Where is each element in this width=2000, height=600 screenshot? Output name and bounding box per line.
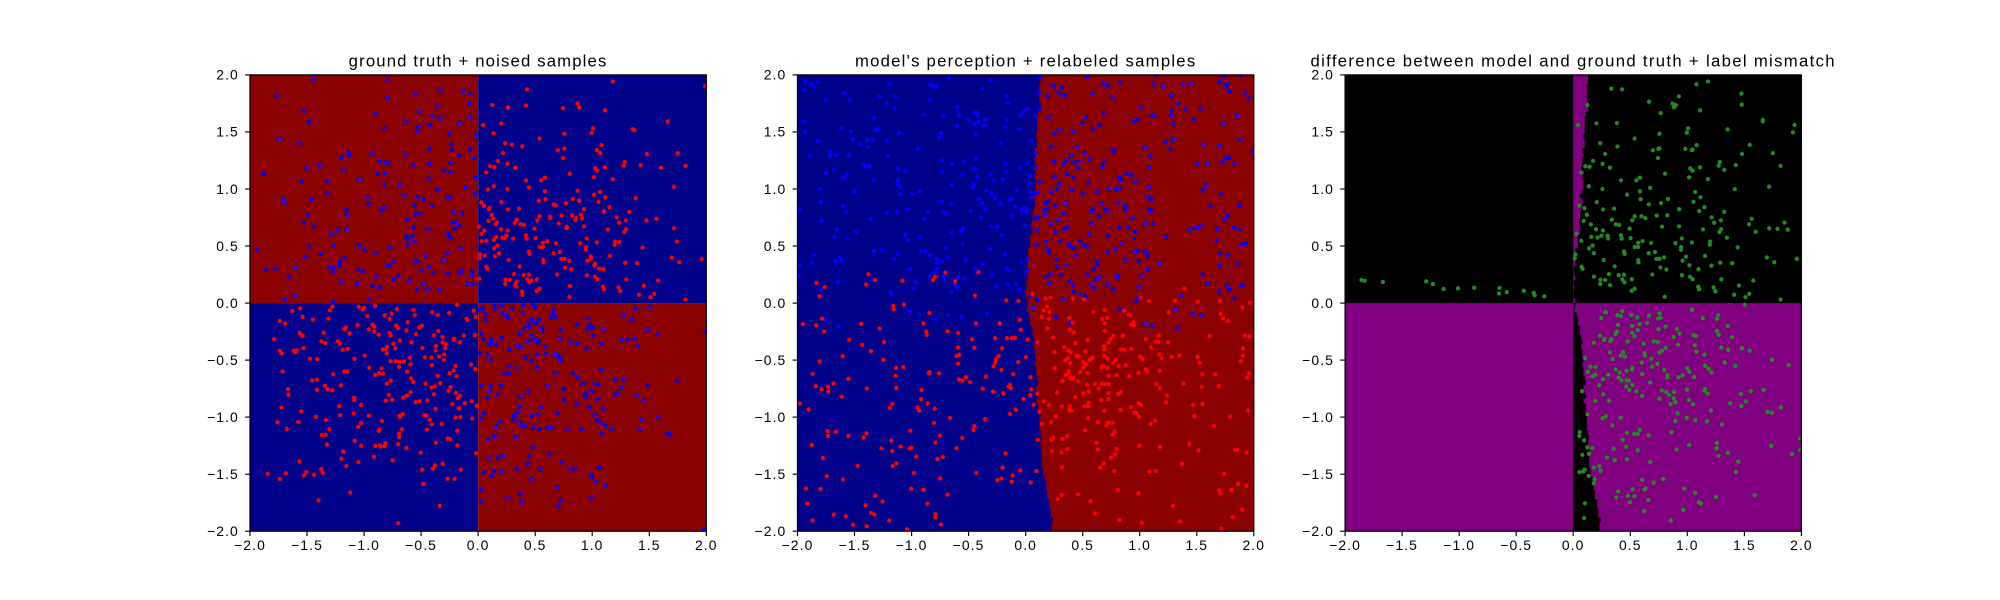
svg-text:0.5: 0.5 (1311, 238, 1334, 254)
svg-text:−2.0: −2.0 (234, 537, 266, 553)
svg-text:0.5: 0.5 (1071, 537, 1094, 553)
svg-text:2.0: 2.0 (1242, 537, 1265, 553)
svg-text:−0.5: −0.5 (1302, 352, 1334, 368)
svg-text:−0.5: −0.5 (755, 352, 787, 368)
svg-text:−1.0: −1.0 (896, 537, 928, 553)
svg-text:1.5: 1.5 (1185, 537, 1208, 553)
svg-text:1.5: 1.5 (1733, 537, 1756, 553)
svg-text:−1.5: −1.5 (1386, 537, 1418, 553)
svg-text:1.0: 1.0 (1311, 181, 1334, 197)
svg-text:difference between model and g: difference between model and ground trut… (1311, 52, 1836, 71)
svg-text:−0.5: −0.5 (1500, 537, 1532, 553)
svg-text:1.0: 1.0 (1676, 537, 1699, 553)
svg-text:1.0: 1.0 (1128, 537, 1151, 553)
svg-text:1.0: 1.0 (216, 181, 239, 197)
svg-text:−1.5: −1.5 (1302, 466, 1334, 482)
svg-text:0.5: 0.5 (216, 238, 239, 254)
svg-text:2.0: 2.0 (216, 67, 239, 83)
svg-text:−1.0: −1.0 (1302, 409, 1334, 425)
svg-text:0.0: 0.0 (1311, 295, 1334, 311)
svg-text:1.0: 1.0 (764, 181, 787, 197)
svg-text:1.5: 1.5 (764, 124, 787, 140)
svg-text:2.0: 2.0 (1790, 537, 1813, 553)
svg-text:0.5: 0.5 (1619, 537, 1642, 553)
svg-text:ground truth + noised samples: ground truth + noised samples (349, 52, 608, 71)
svg-text:1.5: 1.5 (216, 124, 239, 140)
svg-text:−2.0: −2.0 (782, 537, 814, 553)
svg-text:−1.5: −1.5 (207, 466, 239, 482)
svg-text:−2.0: −2.0 (755, 523, 787, 539)
svg-text:−0.5: −0.5 (405, 537, 437, 553)
svg-text:−1.0: −1.0 (1443, 537, 1475, 553)
svg-text:−1.5: −1.5 (839, 537, 871, 553)
svg-text:0.0: 0.0 (764, 295, 787, 311)
svg-text:2.0: 2.0 (1311, 67, 1334, 83)
svg-text:0.0: 0.0 (1014, 537, 1037, 553)
svg-text:−0.5: −0.5 (207, 352, 239, 368)
svg-text:0.0: 0.0 (1562, 537, 1585, 553)
svg-text:1.5: 1.5 (1311, 124, 1334, 140)
svg-text:2.0: 2.0 (695, 537, 718, 553)
svg-text:0.0: 0.0 (216, 295, 239, 311)
svg-text:0.0: 0.0 (467, 537, 490, 553)
svg-text:−2.0: −2.0 (1329, 537, 1361, 553)
svg-text:−1.5: −1.5 (755, 466, 787, 482)
svg-text:0.5: 0.5 (524, 537, 547, 553)
svg-text:−1.0: −1.0 (207, 409, 239, 425)
svg-text:−2.0: −2.0 (1302, 523, 1334, 539)
svg-text:0.5: 0.5 (764, 238, 787, 254)
svg-text:−1.0: −1.0 (755, 409, 787, 425)
svg-text:1.5: 1.5 (638, 537, 661, 553)
svg-text:−1.5: −1.5 (291, 537, 323, 553)
svg-text:model's perception + relabeled: model's perception + relabeled samples (855, 52, 1197, 71)
svg-text:1.0: 1.0 (581, 537, 604, 553)
svg-text:−1.0: −1.0 (348, 537, 380, 553)
svg-text:2.0: 2.0 (764, 67, 787, 83)
svg-text:−2.0: −2.0 (207, 523, 239, 539)
svg-text:−0.5: −0.5 (953, 537, 985, 553)
